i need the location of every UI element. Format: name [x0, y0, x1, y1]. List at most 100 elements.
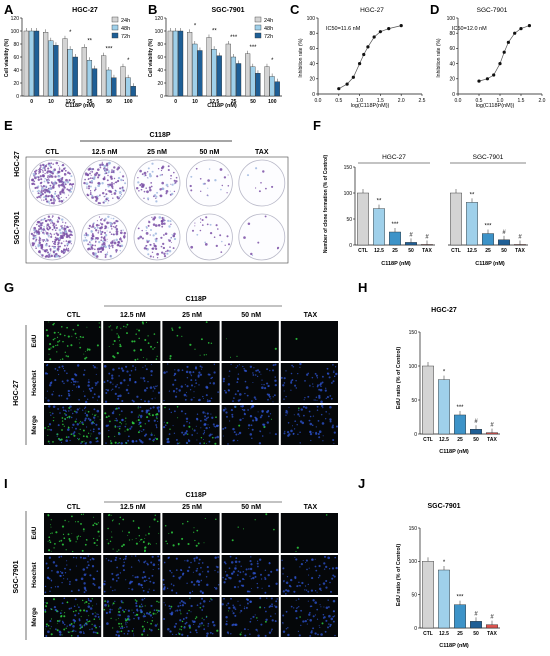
colony-dot	[88, 241, 91, 243]
panel-g-hoechst-cell	[243, 408, 246, 412]
colony-dot	[118, 191, 122, 195]
panel-c-title: HGC-27	[360, 7, 384, 14]
panel-g-edu-cell	[49, 412, 51, 413]
panel-g-hoechst-cell	[185, 441, 188, 444]
panel-i-hoechst-cell	[304, 619, 307, 623]
colony-dot	[206, 223, 209, 226]
panel-d-ytick-label: 40	[449, 61, 455, 67]
colony-dot	[141, 173, 144, 176]
panel-g-hoechst-cell	[195, 382, 198, 384]
colony-dot	[105, 193, 108, 196]
panel-i-hoechst-cell	[50, 580, 53, 582]
panel-i-hoechst-cell	[257, 630, 259, 632]
panel-j-ytick-label: 150	[409, 526, 418, 532]
panel-g-edu-cell	[135, 420, 137, 422]
panel-i-hoechst-cell	[106, 622, 109, 625]
panel-letter-c: C	[290, 2, 300, 17]
colony-dot	[243, 236, 246, 239]
panel-g-hoechst-cell	[152, 406, 155, 409]
panel-b-bar	[245, 53, 251, 97]
panel-i-edu-cell	[50, 618, 53, 620]
panel-g-edu-cell	[104, 412, 107, 415]
panel-i-hoechst-cell	[186, 559, 189, 562]
panel-g-edu-cell	[142, 357, 144, 359]
panel-i-edu-cell	[118, 608, 120, 610]
panel-h-bar	[470, 429, 482, 435]
panel-i-edu-cell	[58, 540, 61, 542]
colony-dot	[113, 182, 115, 185]
colony-dot	[49, 170, 52, 174]
panel-g-hoechst-cell	[222, 427, 225, 430]
panel-i-hoechst-cell	[211, 632, 214, 635]
panel-i-hoechst-cell	[256, 582, 258, 585]
panel-i-edu-cell	[203, 624, 205, 626]
colony-dot	[32, 182, 35, 185]
panel-g-edu-cell	[138, 414, 140, 416]
panel-g-hoechst-cell	[194, 379, 197, 381]
panel-g-edu-cell	[82, 435, 85, 438]
panel-g-hoechst-cell	[304, 380, 306, 382]
panel-g-edu-cell	[66, 326, 68, 329]
panel-g-edu-cell	[114, 441, 117, 444]
colony-dot	[123, 231, 127, 235]
panel-g-edu-cell	[97, 416, 99, 418]
colony-dot	[162, 246, 166, 250]
panel-i-column-label: 25 nM	[182, 504, 202, 511]
panel-i-hoechst-cell	[322, 617, 325, 619]
panel-g-hoechst-cell	[230, 409, 233, 412]
colony-dot	[54, 229, 57, 231]
panel-i-header: C118P	[185, 492, 206, 499]
panel-g-edu-cell	[111, 329, 113, 331]
panel-g-hoechst-cell	[141, 430, 143, 432]
panel-g-hoechst-cell	[93, 393, 96, 396]
colony-dot	[161, 187, 165, 191]
panel-i-hoechst-cell	[142, 629, 146, 633]
colony-dot	[120, 193, 122, 195]
panel-g-hoechst-cell	[114, 408, 117, 410]
panel-i-hoechst-cell	[47, 577, 50, 579]
panel-i-edu-cell	[80, 513, 83, 516]
panel-g-cell-line: HGC-27	[13, 380, 20, 406]
panel-i-hoechst-cell	[79, 631, 83, 634]
panel-g-hoechst-cell	[121, 399, 124, 403]
panel-a-bar	[48, 40, 54, 97]
panel-g-hoechst-cell	[96, 436, 99, 440]
panel-i-hoechst-cell	[318, 574, 321, 577]
colony-dot	[56, 172, 59, 175]
panel-i-hoechst-cell	[148, 612, 151, 615]
panel-i-hoechst-cell	[182, 618, 185, 620]
colony-dot	[40, 191, 43, 194]
panel-i-hoechst-cell	[307, 600, 309, 602]
panel-i-hoechst-cell	[184, 560, 186, 562]
colony-dot	[50, 235, 53, 238]
colony-dot	[109, 245, 111, 247]
panel-i-hoechst-cell	[267, 573, 270, 577]
panel-g-hoechst-cell	[324, 389, 327, 392]
panel-g-hoechst-cell	[121, 369, 125, 372]
panel-i-edu-cell	[48, 549, 51, 552]
panel-i-hoechst-cell	[177, 632, 180, 634]
panel-g-hoechst-cell	[62, 368, 65, 370]
panel-i-hoechst-cell	[327, 556, 330, 560]
panel-g-hoechst-cell	[112, 388, 114, 390]
panel-g-edu-cell	[136, 328, 138, 330]
panel-g-hoechst-cell	[285, 411, 288, 414]
panel-i-hoechst-cell	[151, 574, 154, 577]
panel-g-hoechst-cell	[211, 433, 213, 435]
panel-b-xtick-label: 25	[231, 99, 237, 105]
panel-i-edu-cell	[44, 610, 47, 613]
panel-j-xtick-label: CTL	[423, 631, 433, 637]
colony-dot	[107, 166, 109, 168]
panel-i-hoechst-cell	[122, 609, 124, 612]
panel-g-hoechst-cell	[174, 395, 178, 398]
panel-i-edu-cell	[80, 616, 82, 618]
colony-dot	[85, 239, 88, 242]
panel-g-hoechst-cell	[98, 432, 101, 435]
panel-i-edu-cell	[61, 525, 65, 528]
panel-b-bar	[178, 30, 184, 97]
panel-i-hoechst-cell	[157, 555, 160, 558]
colony-dot	[93, 189, 96, 192]
colony-dot	[97, 168, 100, 171]
panel-i-hoechst-cell	[83, 582, 86, 585]
colony-dot	[44, 217, 46, 220]
